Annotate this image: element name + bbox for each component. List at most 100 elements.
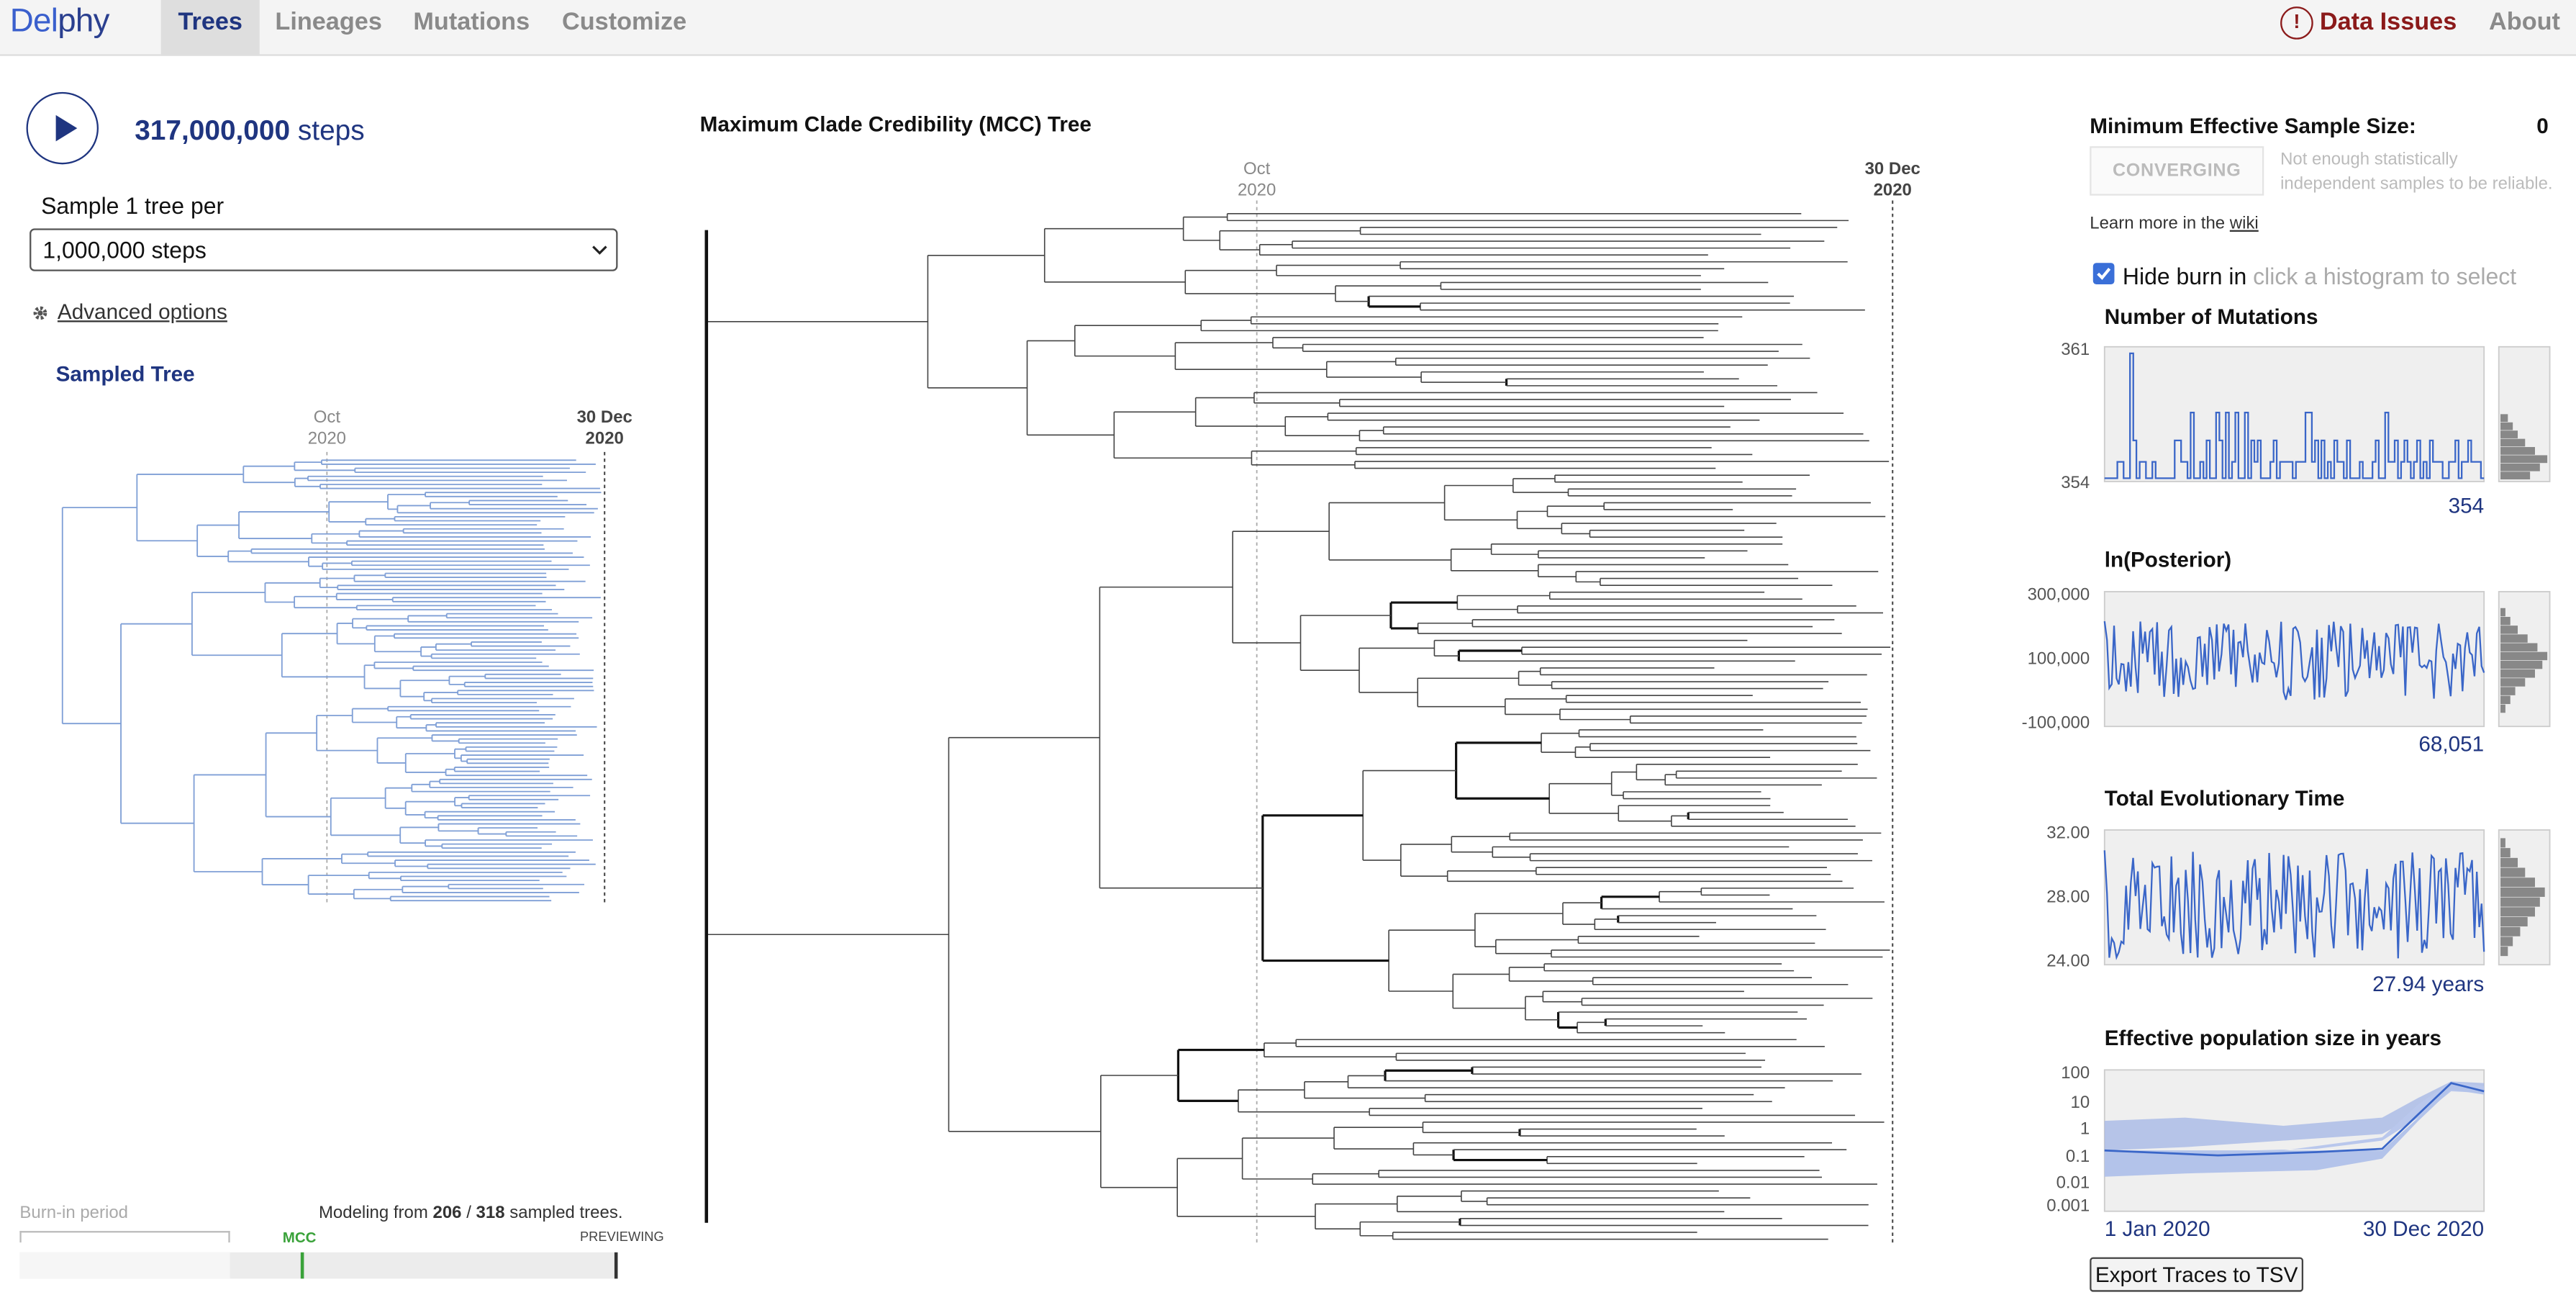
about-link[interactable]: About: [2489, 8, 2560, 37]
hist-bar: [2500, 867, 2526, 877]
mcc-tree: Oct 2020 30 Dec 2020: [704, 159, 1920, 1245]
hist-bar: [2500, 471, 2531, 480]
gear-icon: [33, 306, 47, 320]
current-value: 354: [2449, 494, 2485, 518]
hist-bar: [2500, 463, 2540, 471]
trace-charts: Number of Mutations 361 354 354 ln(Posterior…: [2022, 305, 2551, 1241]
y-tick-label: 32.00: [2046, 823, 2090, 842]
step-counter: 317,000,000 steps: [135, 114, 365, 147]
current-value: 68,051: [2418, 732, 2484, 756]
y-tick-label: 0.1: [2066, 1147, 2090, 1166]
hist-bar: [2500, 848, 2511, 858]
axis-label-end: 30 Dec: [577, 407, 632, 427]
play-icon: [55, 114, 78, 142]
app-logo[interactable]: Delphy: [9, 3, 110, 40]
hist-bar: [2500, 877, 2535, 888]
sample-rate-select[interactable]: 1,000,000 steps: [30, 228, 618, 271]
axis-label-end-year: 2020: [1874, 181, 1912, 200]
y-tick-label: 1: [2080, 1119, 2090, 1138]
axis-label-end: 30 Dec: [1865, 159, 1920, 179]
hpd-band: [2104, 1081, 2485, 1151]
wiki-link[interactable]: wiki: [2229, 213, 2259, 234]
hist-bar: [2500, 430, 2518, 438]
hist-bar: [2500, 926, 2521, 936]
burn-in-track[interactable]: [19, 1252, 618, 1279]
hist-bar: [2500, 838, 2505, 848]
hist-bar: [2500, 447, 2535, 455]
check-icon: [2097, 268, 2111, 280]
hist-bar: [2500, 414, 2508, 423]
hist-bar: [2500, 907, 2535, 917]
median-line: [2104, 1082, 2485, 1157]
tab-trees[interactable]: Trees: [160, 0, 260, 56]
converging-badge: CONVERGING: [2090, 146, 2264, 196]
advanced-options-link[interactable]: Advanced options: [57, 299, 227, 324]
modeling-text: Modeling from 206 / 318 sampled trees.: [318, 1203, 623, 1223]
burn-in-bracket: [19, 1231, 230, 1243]
y-tick-label: 10: [2071, 1093, 2090, 1112]
axis-label-oct: Oct: [1243, 159, 1271, 179]
hist-bar: [2500, 608, 2505, 617]
warning-icon: !: [2280, 6, 2313, 40]
y-tick-label: 361: [2061, 340, 2090, 359]
hist-bar: [2500, 669, 2535, 678]
axis-label-oct: Oct: [314, 407, 341, 427]
y-tick-label: 24.00: [2046, 952, 2090, 971]
trace-line: [2103, 850, 2485, 960]
hist-bar: [2500, 887, 2545, 897]
y-tick-label: 0.001: [2046, 1196, 2090, 1216]
hist-bar: [2500, 660, 2543, 669]
ess-note: Not enough statistically independent samp…: [2280, 149, 2553, 194]
trace-line: [2103, 620, 2485, 700]
chart-title: Total Evolutionary Time: [2105, 787, 2345, 811]
hist-bar: [2500, 616, 2511, 626]
hist-bar: [2500, 947, 2508, 957]
axis-label-year: 2020: [308, 428, 346, 448]
mcc-title: Maximum Clade Credibility (MCC) Tree: [699, 112, 1092, 137]
hist-bar: [2500, 643, 2538, 651]
x-tick-label: 30 Dec 2020: [2363, 1217, 2484, 1241]
hist-bar: [2500, 626, 2518, 634]
chart-title: ln(Posterior): [2105, 549, 2231, 572]
hist-bar: [2500, 857, 2518, 867]
hist-bar: [2500, 651, 2548, 661]
learn-more: Learn more in the wiki: [2090, 213, 2259, 234]
hist-bar: [2500, 917, 2528, 927]
hist-bar: [2500, 936, 2513, 947]
axis-label-end-year: 2020: [586, 428, 624, 448]
hist-bar: [2500, 695, 2511, 705]
tab-mutations[interactable]: Mutations: [413, 8, 530, 37]
export-traces-button[interactable]: Export Traces to TSV: [2090, 1257, 2304, 1292]
x-tick-label: 1 Jan 2020: [2105, 1217, 2210, 1241]
y-tick-label: 28.00: [2046, 887, 2090, 906]
play-button[interactable]: [26, 91, 99, 165]
chart-title: Number of Mutations: [2105, 305, 2318, 329]
hist-bar: [2500, 422, 2513, 430]
mcc-marker: [300, 1252, 304, 1279]
hist-bar: [2500, 438, 2526, 447]
sampled-tree: Oct 2020 30 Dec 2020: [61, 407, 632, 904]
y-tick-label: 300,000: [2028, 584, 2090, 604]
hide-burn-in-checkbox[interactable]: [2092, 263, 2115, 284]
hist-bar: [2500, 678, 2526, 687]
data-issues-link[interactable]: Data Issues: [2319, 8, 2457, 37]
min-ess-value: 0: [2536, 113, 2549, 138]
sample-label: Sample 1 tree per: [41, 192, 225, 219]
chart-title: Effective population size in years: [2105, 1026, 2441, 1050]
hist-bar: [2500, 634, 2528, 643]
preview-marker: [614, 1252, 617, 1279]
tab-lineages[interactable]: Lineages: [275, 8, 382, 37]
sampled-tree-title: Sampled Tree: [55, 361, 195, 387]
hist-bar: [2500, 687, 2516, 695]
burn-in-label: Burn-in period: [19, 1203, 128, 1223]
hide-burn-in-label: Hide burn in click a histogram to select: [2122, 263, 2517, 289]
hist-bar: [2500, 455, 2548, 464]
mcc-marker-label: MCC: [282, 1229, 317, 1246]
tab-customize[interactable]: Customize: [562, 8, 687, 37]
current-value: 27.94 years: [2372, 972, 2484, 996]
y-tick-label: 100,000: [2028, 649, 2090, 668]
y-tick-label: 354: [2061, 473, 2090, 492]
previewing-label: PREVIEWING: [579, 1229, 664, 1245]
hist-bar: [2500, 704, 2505, 713]
top-nav: Delphy Trees Lineages Mutations Customiz…: [0, 0, 2576, 56]
